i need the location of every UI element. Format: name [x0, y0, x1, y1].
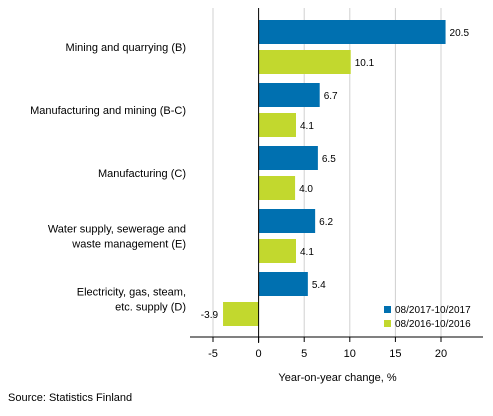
tick-label: 5 [301, 348, 307, 360]
value-label: 4.1 [300, 121, 314, 132]
bar [258, 113, 296, 137]
category-label: Electricity, gas, steam, [77, 287, 186, 299]
value-labels: 20.5 10.1 6.7 4.1 6.5 4.0 6.2 4.1 5.4 -3.9 [201, 28, 470, 321]
x-axis-ticks: -5 0 5 10 15 20 [208, 337, 447, 360]
legend-swatch [384, 306, 391, 313]
category-label: etc. supply (D) [115, 302, 186, 314]
bars [223, 20, 446, 326]
bar [258, 83, 320, 107]
bar [258, 50, 351, 74]
value-label: 5.4 [312, 280, 326, 291]
category-label: Mining and quarrying (B) [66, 42, 186, 54]
bar [258, 20, 446, 44]
source-note: Source: Statistics Finland [8, 392, 133, 404]
bar [258, 176, 296, 200]
value-label: 20.5 [450, 28, 470, 39]
legend-swatch [384, 320, 391, 327]
legend-label: 08/2017-10/2017 [395, 305, 471, 316]
bar [258, 146, 318, 170]
tick-label: 0 [256, 348, 262, 360]
value-label: 6.7 [324, 91, 338, 102]
value-label: 4.1 [300, 247, 314, 258]
category-label: waste management (E) [71, 239, 186, 251]
tick-label: -5 [208, 348, 218, 360]
value-label: 6.2 [319, 217, 333, 228]
x-axis-title: Year-on-year change, % [278, 372, 396, 384]
value-label: 10.1 [355, 58, 375, 69]
bar [258, 239, 296, 263]
category-labels: Mining and quarrying (B) Manufacturing an… [30, 42, 186, 314]
category-label: Manufacturing (C) [98, 168, 186, 180]
value-label: 6.5 [322, 154, 336, 165]
bar [258, 272, 308, 296]
tick-label: 15 [389, 348, 401, 360]
legend: 08/2017-10/2017 08/2016-10/2016 [384, 305, 471, 330]
bar [258, 209, 316, 233]
category-label: Water supply, sewerage and [48, 224, 186, 236]
tick-label: 10 [344, 348, 356, 360]
value-label: -3.9 [201, 310, 219, 321]
bar [223, 302, 259, 326]
category-label: Manufacturing and mining (B-C) [30, 105, 186, 117]
legend-label: 08/2016-10/2016 [395, 319, 471, 330]
value-label: 4.0 [299, 184, 313, 195]
tick-label: 20 [435, 348, 447, 360]
